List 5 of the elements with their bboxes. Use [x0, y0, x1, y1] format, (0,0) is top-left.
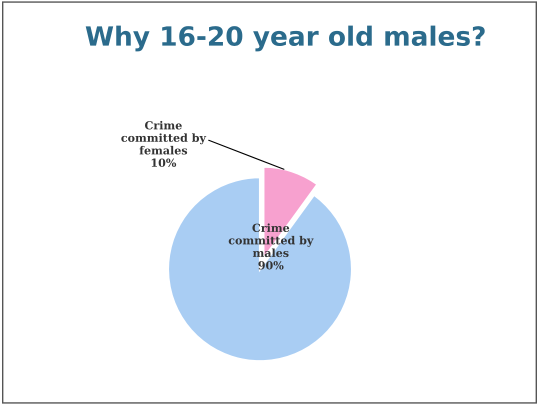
slice-label: Crime committed by males — [228, 223, 314, 258]
data-label: 90% — [258, 261, 284, 270]
data-label: 10% — [152, 158, 176, 167]
chart-title: Why 16-20 year old males? — [86, 26, 485, 52]
slice-label: Crime committed by females — [121, 120, 206, 155]
